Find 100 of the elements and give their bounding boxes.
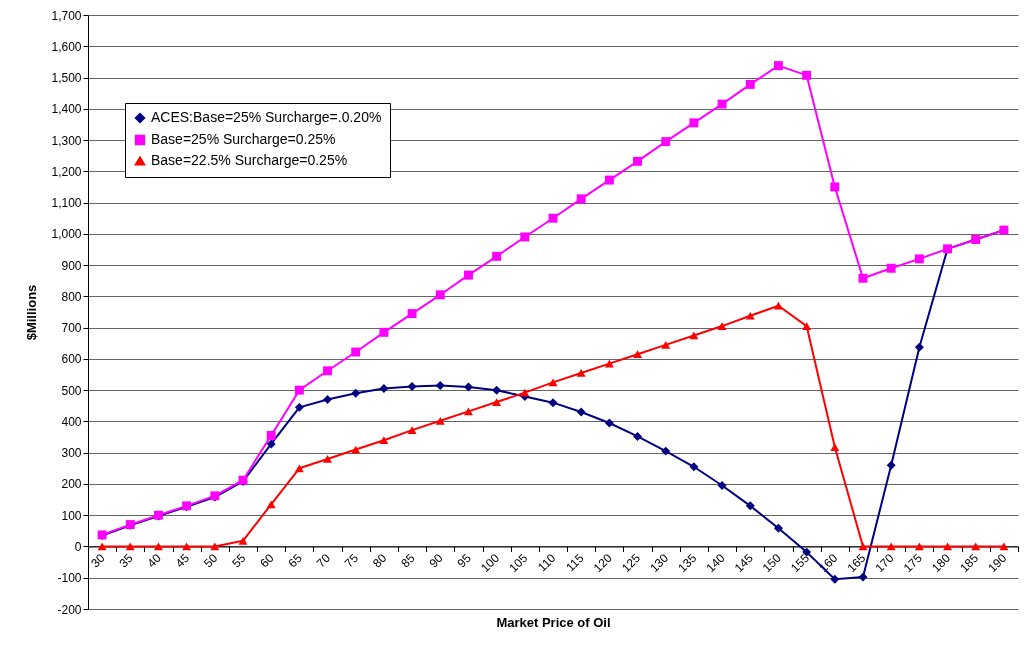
x-tick-label: 55 xyxy=(229,550,249,571)
x-tick-label: 185 xyxy=(957,550,982,576)
point xyxy=(858,572,868,582)
y-tick-label: 1,000 xyxy=(51,227,82,242)
point xyxy=(407,426,417,435)
x-tick-label: 160 xyxy=(816,550,841,576)
point xyxy=(238,536,248,545)
x-tick-label: 150 xyxy=(759,550,785,576)
x-tick-label: 135 xyxy=(675,550,700,576)
point xyxy=(520,388,530,397)
x-tick-label: 45 xyxy=(172,550,193,571)
x-tick-label: 120 xyxy=(590,550,616,576)
x-tick-label: 175 xyxy=(900,550,926,576)
point xyxy=(294,402,304,412)
point xyxy=(492,398,502,406)
x-tick-label: 40 xyxy=(144,550,165,571)
y-tick-label: 1,600 xyxy=(51,39,82,54)
x-tick-label: 130 xyxy=(647,550,672,576)
y-tick-label: 1,300 xyxy=(51,133,82,148)
point xyxy=(407,381,417,391)
x-tick-label: 100 xyxy=(478,550,503,576)
point xyxy=(914,342,924,352)
point xyxy=(830,182,840,192)
point xyxy=(379,436,389,445)
point xyxy=(435,381,445,390)
point xyxy=(463,382,473,392)
point xyxy=(717,322,727,330)
point xyxy=(323,395,333,405)
point xyxy=(971,542,981,551)
point xyxy=(661,446,671,456)
y-tick-label: 600 xyxy=(61,352,82,367)
point xyxy=(576,369,586,377)
point xyxy=(633,156,643,166)
point xyxy=(661,137,671,147)
x-tick-label: 155 xyxy=(788,550,813,576)
point xyxy=(604,418,614,428)
x-tick-label: 75 xyxy=(341,550,362,571)
x-tick-label: 140 xyxy=(703,550,728,576)
y-tick-label: 300 xyxy=(61,446,82,461)
y-tick-label: 1,700 xyxy=(51,8,82,23)
point xyxy=(294,385,304,395)
x-tick-label: 60 xyxy=(257,550,277,571)
point xyxy=(689,331,699,340)
point xyxy=(548,213,558,223)
x-tick-label: 115 xyxy=(563,550,587,575)
point xyxy=(717,99,727,109)
legend-label: Base=22.5% Surcharge=0.25% xyxy=(151,152,348,168)
point xyxy=(294,464,304,473)
point xyxy=(745,79,755,89)
y-tick-label: 1,100 xyxy=(51,196,82,211)
y-tick-label: -200 xyxy=(57,602,82,617)
y-tick-label: 900 xyxy=(61,258,82,273)
x-tick-label: 35 xyxy=(116,550,136,571)
point xyxy=(914,254,924,264)
x-tick-label: 30 xyxy=(88,550,108,571)
y-tick-label: 100 xyxy=(61,508,82,523)
y-tick-label: 700 xyxy=(61,321,82,336)
point xyxy=(407,309,417,319)
y-tick-label: 800 xyxy=(61,289,82,304)
point xyxy=(351,347,361,357)
point xyxy=(351,388,361,398)
point xyxy=(830,574,840,584)
point xyxy=(463,407,473,416)
point xyxy=(633,431,643,441)
point xyxy=(548,398,558,408)
point xyxy=(604,175,614,185)
x-tick-label: 85 xyxy=(398,550,418,571)
point xyxy=(802,322,812,330)
x-axis-title: Market Price of Oil xyxy=(496,614,611,630)
point xyxy=(661,340,671,349)
point xyxy=(689,118,699,128)
point xyxy=(576,407,586,417)
x-tick-label: 110 xyxy=(535,550,559,575)
point xyxy=(745,501,755,511)
x-tick-label: 65 xyxy=(285,550,306,571)
point xyxy=(435,416,445,425)
point xyxy=(323,366,333,376)
point xyxy=(463,270,473,280)
y-tick-label: 0 xyxy=(74,539,82,554)
point xyxy=(266,500,276,509)
legend-label: Base=25% Surcharge=0.25% xyxy=(151,131,336,147)
x-tick-label: 70 xyxy=(313,550,334,571)
point xyxy=(745,311,755,320)
point xyxy=(886,263,896,273)
point xyxy=(576,194,586,204)
x-tick-label: 165 xyxy=(844,550,869,576)
point xyxy=(435,290,445,300)
point xyxy=(520,232,530,242)
point xyxy=(886,460,896,470)
y-tick-label: 1,200 xyxy=(51,164,82,179)
y-tick-label: 500 xyxy=(61,383,82,398)
y-tick-label: 400 xyxy=(61,414,82,429)
point xyxy=(802,70,812,80)
legend-label: ACES:Base=25% Surcharge=.0.20% xyxy=(151,109,382,125)
point xyxy=(858,273,868,283)
x-tick-label: 125 xyxy=(618,550,644,576)
point xyxy=(886,542,896,551)
point xyxy=(125,542,135,551)
point xyxy=(943,542,953,551)
point xyxy=(323,455,333,463)
